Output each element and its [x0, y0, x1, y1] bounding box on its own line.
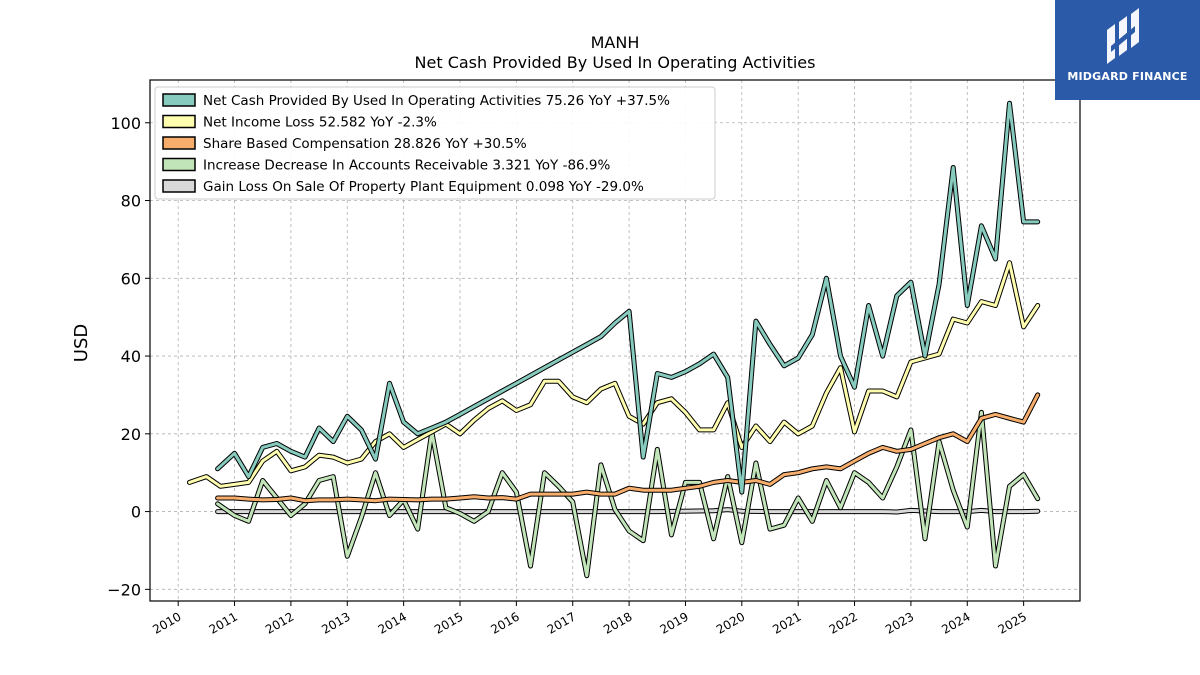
x-tick-label: 2011 [207, 609, 240, 636]
legend-swatch [162, 93, 196, 107]
y-tick-label: 60 [121, 269, 141, 288]
x-tick-label: 2016 [488, 609, 521, 636]
x-tick-label: 2020 [714, 609, 747, 636]
logo-text: MIDGARD FINANCE [1067, 70, 1188, 83]
series-stroke [216, 393, 1040, 503]
legend-entry: Share Based Compensation 28.826 YoY +30.… [203, 136, 527, 152]
series-line [215, 392, 1041, 504]
y-tick-label: 20 [121, 425, 141, 444]
legend-entry: Increase Decrease In Accounts Receivable… [203, 158, 611, 174]
x-tick-label: 2022 [827, 609, 860, 636]
legend-swatch [162, 136, 196, 150]
x-tick-label: 2024 [939, 609, 972, 636]
series-stroke [216, 410, 1040, 578]
y-tick-label: 80 [121, 192, 141, 211]
series-outline [215, 409, 1041, 579]
legend-swatch [162, 179, 196, 193]
y-tick-label: 100 [110, 114, 141, 133]
legend-entry: Gain Loss On Sale Of Property Plant Equi… [203, 179, 644, 195]
chart-title: MANH [591, 33, 640, 52]
series-group [187, 100, 1041, 579]
series-stroke [216, 508, 1040, 514]
y-tick-label: 0 [131, 503, 141, 522]
series-stroke [188, 261, 1040, 488]
legend-swatch [162, 114, 196, 129]
legend-swatch [162, 157, 196, 172]
series-line [187, 260, 1041, 489]
series-line [215, 409, 1041, 579]
logo-mark-icon [1107, 8, 1139, 64]
x-tick-label: 2018 [601, 609, 634, 636]
x-tick-label: 2021 [770, 609, 803, 636]
legend-entry: Net Cash Provided By Used In Operating A… [203, 93, 670, 109]
x-tick-label: 2025 [996, 609, 1029, 636]
legend-box [154, 86, 716, 200]
series-line [215, 100, 1041, 495]
y-tick-label: −20 [107, 580, 141, 599]
x-tick-label: 2019 [658, 609, 691, 636]
x-tick-label: 2013 [319, 609, 352, 636]
brand-logo: MIDGARD FINANCE [1055, 0, 1200, 100]
y-tick-label: 40 [121, 347, 141, 366]
series-line [215, 507, 1041, 515]
x-tick-label: 2010 [150, 609, 183, 636]
y-axis-label: USD [71, 324, 92, 362]
legend-entry: Net Income Loss 52.582 YoY -2.3% [203, 115, 437, 131]
x-tick-label: 2015 [432, 609, 465, 636]
x-tick-label: 2017 [545, 609, 578, 636]
x-tick-label: 2023 [883, 609, 916, 636]
legend: Net Cash Provided By Used In Operating A… [154, 86, 716, 200]
chart-subtitle: Net Cash Provided By Used In Operating A… [415, 53, 816, 72]
x-tick-label: 2014 [376, 609, 409, 636]
series-stroke [216, 101, 1040, 494]
x-tick-label: 2012 [263, 609, 296, 636]
series-outline [187, 260, 1041, 489]
plot-frame [149, 79, 1081, 602]
